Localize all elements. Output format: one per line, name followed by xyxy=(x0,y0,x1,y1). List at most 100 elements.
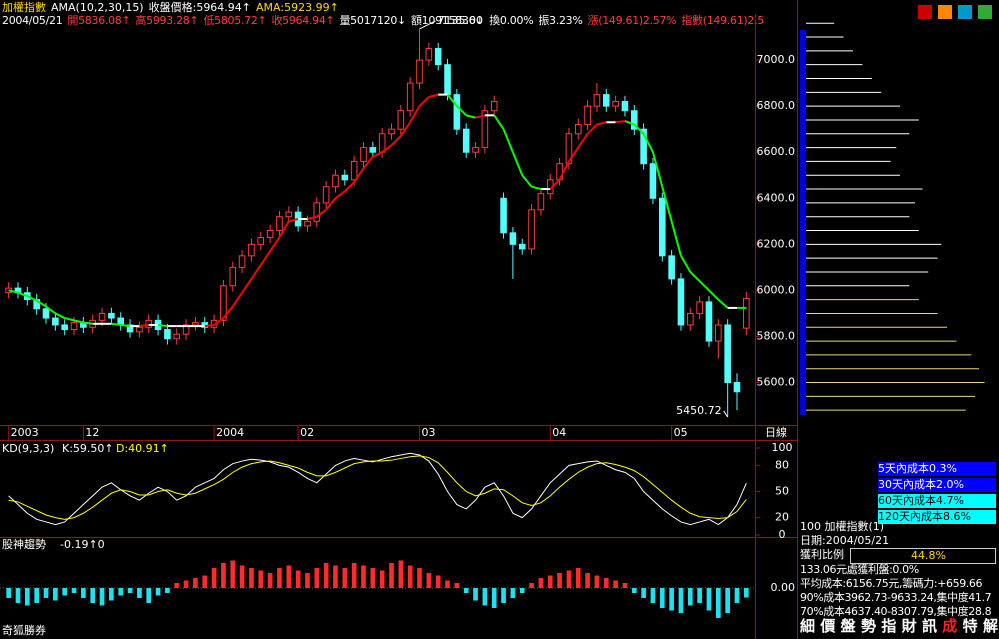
trend-bar xyxy=(603,578,609,588)
ama-segment xyxy=(400,121,412,137)
candle-body xyxy=(276,216,283,232)
trend-bar xyxy=(575,568,581,588)
trend-bar xyxy=(622,583,628,588)
trend-bar xyxy=(613,580,618,588)
ama-segment xyxy=(586,123,598,135)
trend-bar xyxy=(109,588,114,601)
trend-bar xyxy=(342,568,348,588)
x-tick-label: 2004 xyxy=(216,426,244,439)
icon[interactable] xyxy=(958,5,972,19)
candle-body xyxy=(602,94,610,107)
trend-bar xyxy=(71,588,77,593)
trend-bar xyxy=(743,588,749,598)
y-tick-label: 50 xyxy=(775,485,789,498)
ama-segment xyxy=(241,278,253,294)
ama-segment xyxy=(428,93,439,98)
y-tick-label: 100 xyxy=(772,441,793,454)
trend-bar xyxy=(305,573,310,588)
trend-bar xyxy=(482,588,488,606)
panel-title: KD(9,3,3) xyxy=(2,442,54,455)
icon[interactable] xyxy=(938,5,952,19)
candle-body xyxy=(98,312,106,321)
candle-body xyxy=(705,301,713,342)
candle-body xyxy=(649,163,657,199)
candle-body xyxy=(322,186,330,204)
tab-bar: 細價盤勢指財訊成特解 xyxy=(800,617,998,635)
panel-title: 股神趨勢 xyxy=(2,537,46,551)
ama-segment xyxy=(54,312,66,319)
candle-body xyxy=(518,243,526,250)
tab[interactable]: 勢 xyxy=(860,617,876,635)
close: 收5964.94↑ xyxy=(271,14,335,27)
indicator: AMA(10,2,30,15) xyxy=(51,1,144,14)
y-tick-label: 6800.0 xyxy=(757,99,796,112)
tab[interactable]: 訊 xyxy=(921,617,937,635)
trend-bar xyxy=(295,570,301,588)
candle-body xyxy=(360,147,367,162)
candle-body xyxy=(696,301,703,314)
tab[interactable]: 特 xyxy=(962,617,978,635)
candle-body xyxy=(173,333,181,340)
trend-bar xyxy=(118,588,124,596)
ama-segment xyxy=(83,321,93,325)
ama-segment xyxy=(502,128,514,153)
annotation: 7135.00 xyxy=(438,14,484,27)
tab[interactable]: 價 xyxy=(820,617,836,635)
candle-body xyxy=(313,202,321,222)
panel-legend: -0.19↑0 xyxy=(60,538,105,551)
candle-body xyxy=(192,322,199,326)
profile-strip xyxy=(800,30,806,415)
trend-bar xyxy=(221,563,226,588)
ama-segment xyxy=(698,280,710,292)
tab[interactable]: 指 xyxy=(881,617,897,635)
candle-body xyxy=(341,174,349,181)
ama-segment xyxy=(204,323,215,328)
candle-body xyxy=(724,324,731,384)
trend-bar xyxy=(706,588,712,611)
tab[interactable]: 成 xyxy=(942,617,958,635)
ama-segment xyxy=(316,208,327,218)
candle-body xyxy=(481,110,489,149)
candle-body xyxy=(406,82,414,112)
trend-bar xyxy=(53,588,58,601)
ama-segment xyxy=(36,299,47,308)
ama-segment xyxy=(120,323,131,328)
ama-segment xyxy=(288,218,299,223)
index-change: 指數(149.61)2.5 xyxy=(681,14,765,27)
tab[interactable]: 細 xyxy=(800,617,816,635)
tab[interactable]: 財 xyxy=(901,617,917,635)
trend-bar xyxy=(174,583,180,588)
trend-bar xyxy=(230,560,236,588)
ama-segment xyxy=(661,186,673,222)
y-tick-label: 0 xyxy=(779,528,786,541)
trend-bar xyxy=(547,575,553,588)
toolbar-icons[interactable] xyxy=(918,5,992,19)
candle-body xyxy=(528,209,535,250)
footer: 奇狐勝券 xyxy=(2,623,46,637)
trend-bar xyxy=(426,573,432,588)
trend-bar xyxy=(417,568,422,588)
tab[interactable]: 盤 xyxy=(840,617,856,635)
trend-bar xyxy=(725,588,730,613)
ama-segment xyxy=(680,255,692,273)
trend-bar xyxy=(81,588,86,598)
ama-segment xyxy=(250,264,262,280)
trend-bar xyxy=(585,573,590,588)
y-tick-label: 5600.0 xyxy=(757,376,796,389)
trend-bar xyxy=(249,568,254,588)
ama-segment xyxy=(670,221,682,257)
icon[interactable] xyxy=(918,5,932,19)
ama-value: AMA:5923.99↑ xyxy=(256,1,339,14)
icon[interactable] xyxy=(978,5,992,19)
volume: 量5017120↓ xyxy=(339,14,406,27)
trend-bar xyxy=(445,580,450,588)
candle-body xyxy=(715,324,722,342)
candle-body xyxy=(500,197,507,234)
trend-bar xyxy=(43,588,49,598)
tab[interactable]: 解 xyxy=(982,617,998,635)
ama-segment xyxy=(45,305,56,315)
candle-body xyxy=(33,299,40,310)
ama-segment xyxy=(615,120,626,124)
trend-bar xyxy=(594,575,600,588)
turnover: 換0.00% xyxy=(489,14,534,27)
